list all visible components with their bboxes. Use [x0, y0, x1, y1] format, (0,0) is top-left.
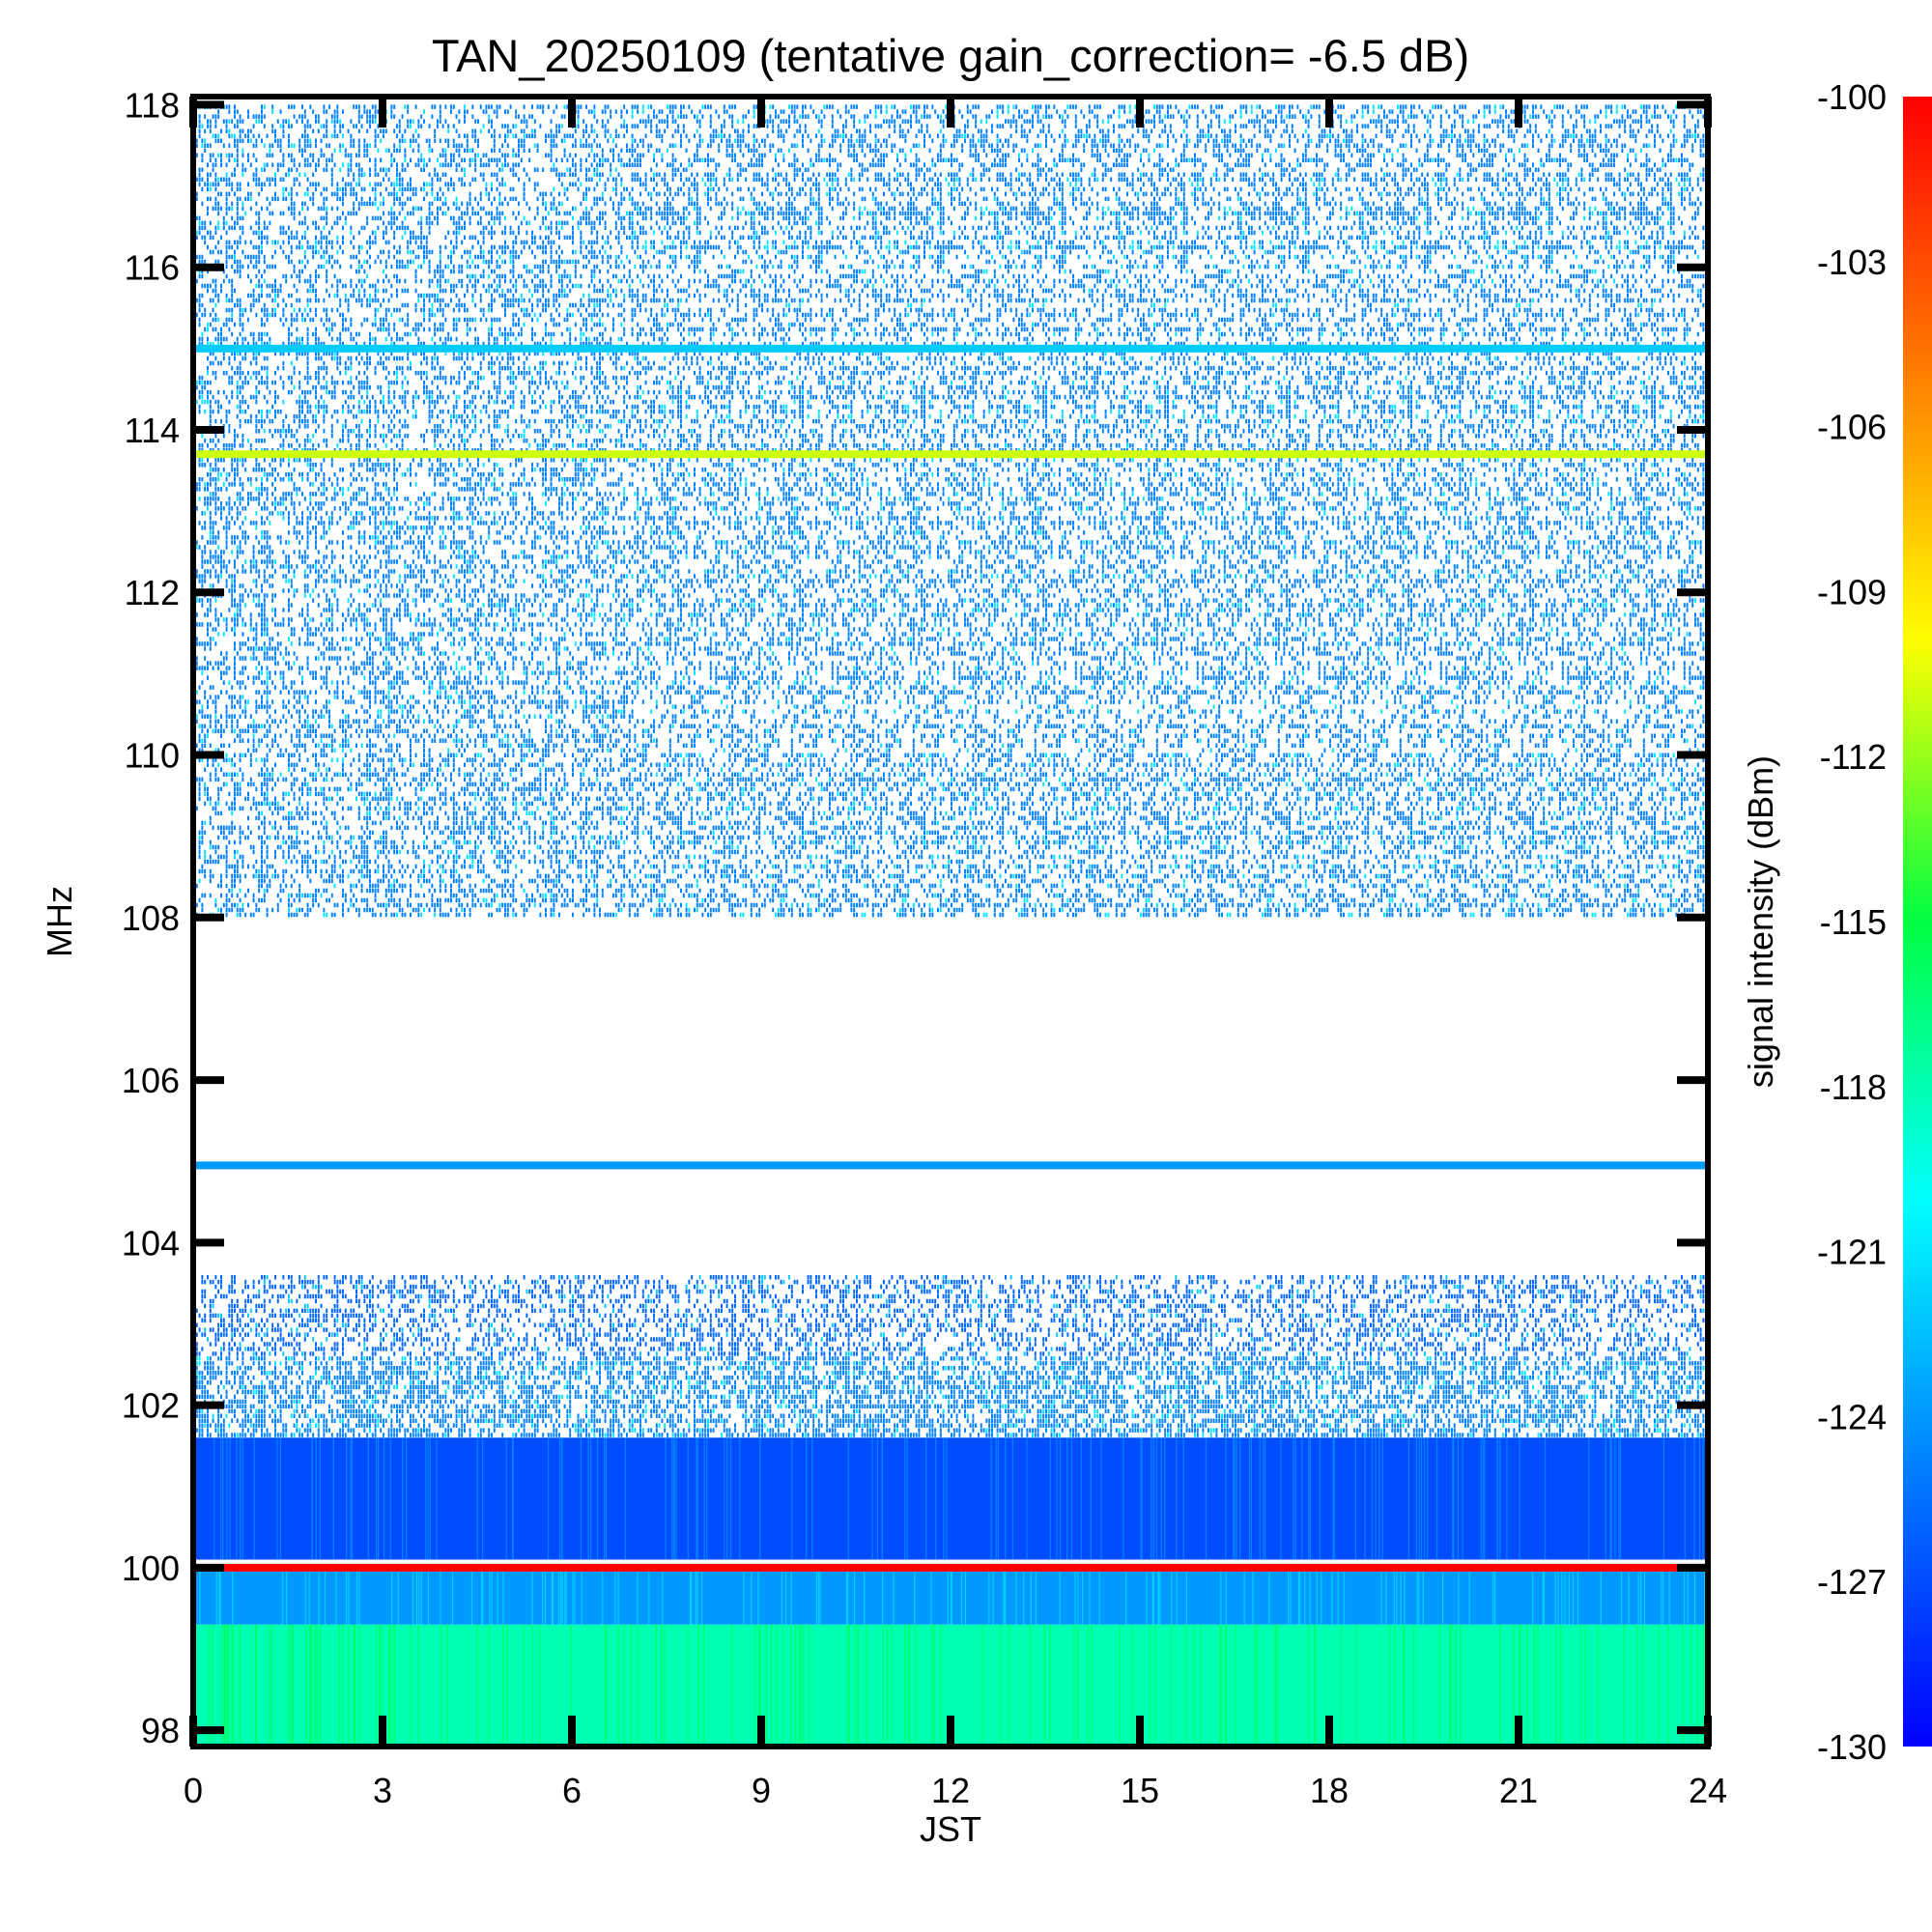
station-line — [193, 1161, 1708, 1170]
region-streaks — [199, 1567, 1706, 1625]
colorbar-tick-label: -127 — [1817, 1562, 1887, 1602]
heatmap-region — [193, 104, 1708, 918]
colorbar-tick-label: -124 — [1817, 1397, 1887, 1436]
colorbar-tick-label: -121 — [1817, 1233, 1887, 1272]
colorbar-tick-label: -130 — [1817, 1727, 1887, 1767]
x-tick-label: 15 — [1121, 1771, 1159, 1810]
region-noise — [193, 1356, 1708, 1437]
chart-title: TAN_20250109 (tentative gain_correction=… — [432, 30, 1469, 81]
station-line — [193, 1563, 1708, 1572]
colorbar-ticks: -100 -103 -106 -109 -112 -115 -118 -121 -124 -127… — [1817, 77, 1887, 1767]
x-tick-label: 12 — [931, 1771, 970, 1810]
station-line — [193, 344, 1708, 353]
y-tick-label: 108 — [122, 898, 180, 938]
region-noise — [193, 104, 1708, 918]
y-tick-label: 118 — [125, 85, 180, 125]
region-noise-bright — [193, 104, 1708, 918]
x-tick-label: 0 — [184, 1771, 203, 1810]
heatmap-region — [193, 1356, 1708, 1437]
station-line — [193, 450, 1708, 459]
y-tick-label: 112 — [125, 573, 180, 612]
y-tick-label: 102 — [122, 1386, 180, 1426]
heatmap-region — [193, 1275, 1708, 1356]
x-tick-label: 18 — [1310, 1771, 1349, 1810]
heatmap-area — [193, 104, 1708, 1747]
x-tick-label: 21 — [1499, 1771, 1538, 1810]
colorbar-tick-label: -118 — [1820, 1067, 1887, 1107]
heatmap-region — [193, 1567, 1708, 1625]
region-noise-bright — [193, 1356, 1708, 1437]
colorbar-tick-label: -100 — [1817, 77, 1887, 117]
y-tick-label: 114 — [125, 411, 180, 450]
y-tick-label: 116 — [125, 248, 180, 288]
heatmap-region — [193, 1437, 1708, 1560]
x-tick-label: 6 — [562, 1771, 582, 1810]
x-tick-label: 9 — [752, 1771, 771, 1810]
region-noise-bright — [193, 1275, 1708, 1356]
y-tick-label: 98 — [141, 1711, 180, 1750]
colorbar-tick-label: -109 — [1817, 572, 1887, 611]
x-axis-label: JST — [920, 1809, 981, 1849]
y-tick-label: 100 — [122, 1548, 180, 1588]
colorbar-tick-label: -115 — [1820, 902, 1887, 942]
region-fill — [193, 1437, 1708, 1560]
x-tick-label: 3 — [373, 1771, 392, 1810]
region-noise — [193, 1275, 1708, 1356]
colorbar — [1903, 97, 1932, 1747]
y-tick-label: 110 — [125, 736, 180, 776]
colorbar-tick-label: -106 — [1817, 408, 1887, 447]
y-axis-label: MHz — [40, 886, 79, 957]
region-streaks — [208, 1624, 1706, 1747]
colorbar-tick-label: -112 — [1820, 737, 1887, 777]
colorbar-tick-label: -103 — [1817, 242, 1887, 282]
x-tick-label: 24 — [1689, 1771, 1727, 1810]
x-axis: 0 3 6 9 12 15 18 21 24 — [184, 97, 1727, 1810]
colorbar-label: signal intensity (dBm) — [1741, 755, 1780, 1088]
y-tick-label: 106 — [122, 1061, 180, 1100]
region-streaks — [213, 1437, 1704, 1560]
y-axis: 98 100 102 104 106 108 110 112 114 116 118 — [122, 85, 1708, 1750]
y-tick-label: 104 — [122, 1223, 180, 1263]
